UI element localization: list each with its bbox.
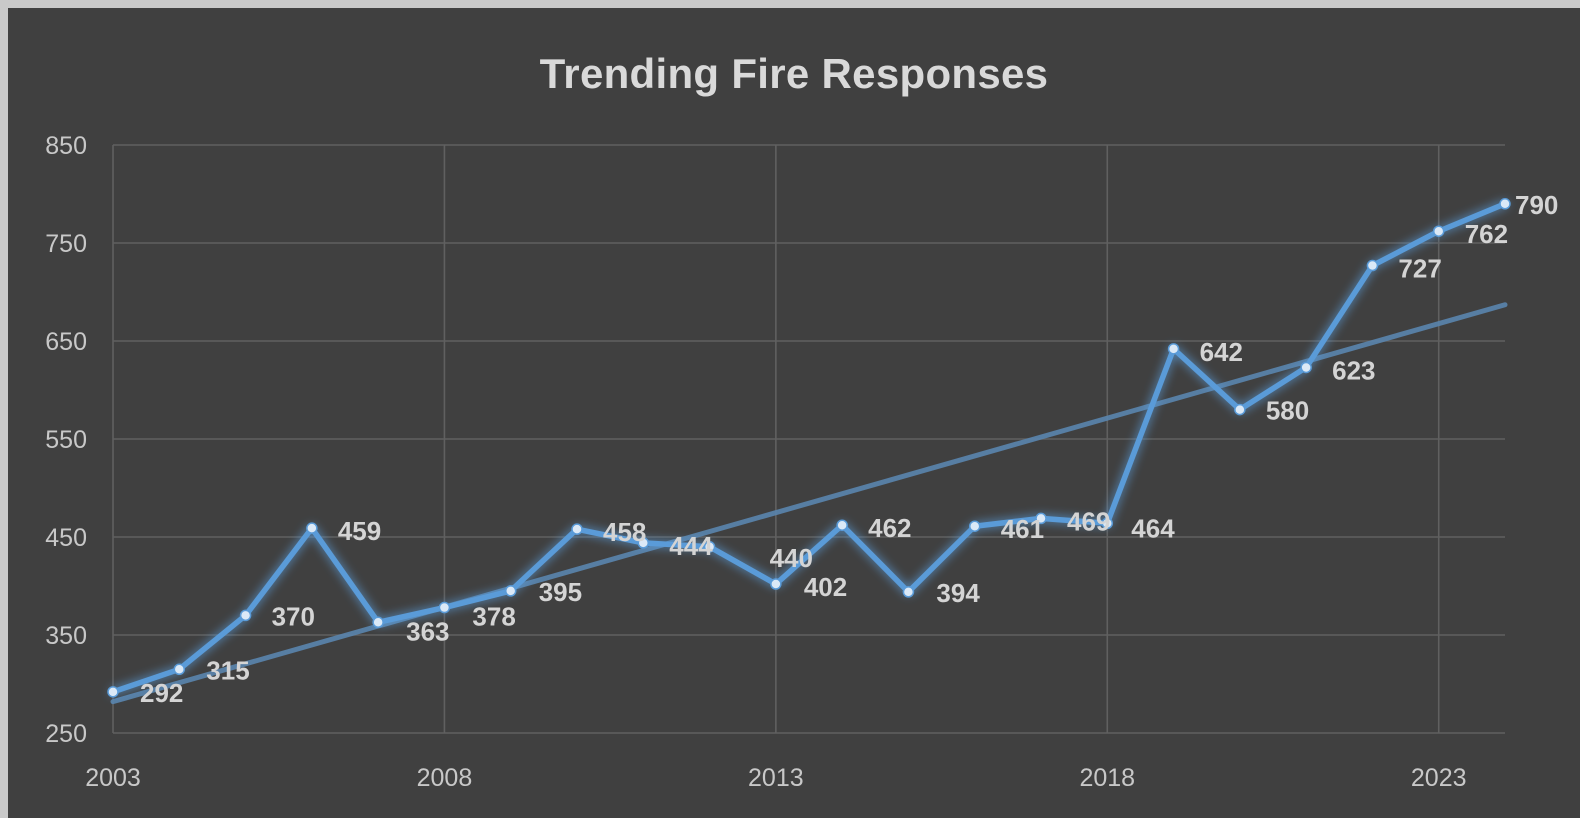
data-point [1234, 403, 1246, 416]
data-label: 469 [1067, 506, 1110, 536]
data-label: 363 [406, 616, 449, 646]
data-label: 370 [272, 601, 315, 631]
y-tick-label: 450 [45, 524, 87, 552]
data-point [968, 520, 981, 532]
y-tick-label: 750 [45, 230, 87, 258]
series-line [110, 201, 1508, 695]
marker-layer [107, 198, 1511, 698]
data-point [571, 523, 583, 535]
data-label: 440 [770, 543, 813, 573]
data-point [1035, 512, 1047, 525]
trendline [110, 302, 1508, 705]
data-label: 790 [1515, 190, 1558, 220]
data-label: 395 [539, 577, 582, 607]
data-label: 642 [1200, 337, 1243, 367]
data-label: 315 [206, 655, 249, 685]
data-label: 402 [804, 572, 847, 602]
trendline-layer [110, 302, 1508, 705]
chart-title: Trending Fire Responses [539, 50, 1049, 97]
data-label: 762 [1465, 219, 1508, 249]
data-point [239, 609, 252, 622]
data-point [306, 522, 318, 534]
data-point [770, 578, 782, 590]
data-label: 580 [1266, 396, 1309, 426]
x-tick-label: 2008 [417, 764, 473, 792]
data-point [1366, 259, 1379, 272]
data-point [1499, 198, 1511, 210]
data-label: 458 [603, 517, 646, 547]
y-tick-label: 350 [45, 622, 87, 650]
data-point [902, 586, 915, 598]
data-label: 292 [140, 678, 183, 708]
data-label: 464 [1131, 513, 1175, 543]
y-tick-label: 550 [45, 426, 87, 454]
data-point [107, 686, 119, 698]
data-point [1432, 225, 1445, 237]
data-point [173, 663, 186, 676]
data-label: 394 [936, 578, 980, 608]
data-point [504, 585, 517, 597]
data-point [703, 541, 716, 553]
y-tick-label: 850 [45, 132, 87, 160]
y-tick-label: 650 [45, 328, 87, 356]
data-point [836, 519, 848, 531]
data-point [1300, 361, 1312, 374]
axis-tick-labels: 850 750 650 550 450 350 250 2003 2008 2013 2018 202… [45, 132, 1466, 792]
data-label: 378 [472, 602, 515, 632]
gridlines [112, 144, 1505, 734]
data-label: 623 [1332, 355, 1375, 385]
data-point [637, 537, 650, 549]
x-tick-label: 2003 [85, 764, 141, 792]
x-tick-label: 2023 [1411, 764, 1467, 792]
x-tick-label: 2013 [748, 764, 804, 792]
data-label: 444 [669, 531, 713, 561]
data-label: 459 [338, 516, 381, 546]
data-label: 462 [868, 513, 911, 543]
data-point [438, 601, 451, 614]
chart-plot: 850 750 650 550 450 350 250 2003 2008 2013 2018 202… [45, 132, 1558, 792]
data-label: 727 [1398, 254, 1441, 284]
data-point [372, 616, 384, 629]
series-line-layer [110, 201, 1508, 695]
chart-frame: Trending Fire Responses 850 750 650 550 450 3… [8, 8, 1580, 818]
y-tick-label: 250 [45, 720, 87, 748]
data-point [1101, 517, 1114, 530]
x-tick-label: 2018 [1079, 764, 1135, 792]
data-point [1167, 343, 1180, 355]
data-label: 461 [1001, 514, 1044, 544]
